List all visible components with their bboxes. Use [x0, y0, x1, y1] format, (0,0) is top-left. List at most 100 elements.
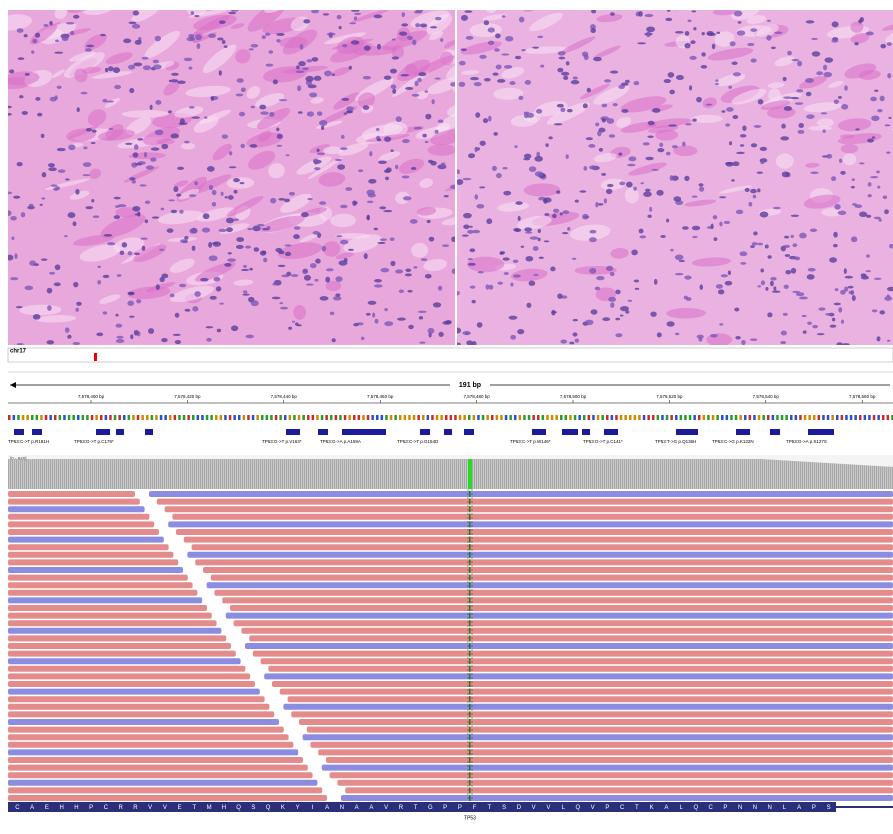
nucleus	[402, 12, 405, 17]
coverage-bar	[488, 459, 490, 489]
nucleus	[538, 229, 541, 233]
coverage-bar	[630, 459, 632, 489]
base	[592, 415, 595, 420]
base	[758, 415, 761, 420]
coverage-bar	[28, 459, 30, 489]
coverage-bar	[600, 459, 602, 489]
base	[767, 415, 770, 420]
nucleus	[206, 338, 211, 342]
nucleus	[609, 134, 615, 138]
coverage-bar	[866, 465, 868, 489]
coverage-bar	[880, 466, 882, 489]
nucleus	[803, 330, 807, 333]
coverage-bar	[346, 459, 348, 489]
nucleus	[379, 206, 386, 209]
base	[206, 415, 209, 420]
nucleus	[48, 163, 55, 167]
coverage-bar	[32, 459, 34, 489]
nucleus	[649, 207, 652, 212]
coverage-bar	[398, 459, 400, 489]
coverage-bar	[684, 459, 686, 489]
coverage-bar	[404, 459, 406, 489]
nucleus	[515, 228, 522, 232]
variant-block	[32, 429, 42, 435]
coverage-bar	[440, 459, 442, 489]
nucleus	[812, 51, 820, 56]
nucleus	[363, 105, 370, 110]
nucleus	[866, 32, 874, 36]
nucleus	[46, 340, 54, 344]
coverage-bar	[644, 459, 646, 489]
nucleus	[732, 61, 738, 65]
base	[192, 415, 195, 420]
nucleus	[810, 229, 817, 232]
nucleus	[435, 17, 442, 20]
nucleus	[115, 205, 120, 208]
nucleus	[425, 114, 431, 120]
nucleus	[143, 65, 151, 70]
mismatch	[469, 689, 471, 695]
nucleus	[55, 39, 59, 42]
coverage-bar	[558, 459, 560, 489]
coverage-bar	[806, 462, 808, 489]
nucleus	[721, 274, 728, 277]
coverage-bar	[166, 459, 168, 489]
base	[468, 415, 471, 420]
nucleus	[5, 113, 12, 116]
nucleus	[252, 226, 260, 232]
variant-block	[318, 429, 328, 435]
nucleus	[841, 104, 848, 110]
coverage-bar	[330, 459, 332, 489]
nucleus	[626, 182, 633, 188]
nucleus	[413, 266, 417, 269]
nucleus	[337, 164, 345, 170]
nucleus	[288, 327, 292, 330]
coverage-bar	[410, 459, 412, 489]
read	[207, 582, 893, 588]
nucleus	[294, 226, 301, 229]
nucleus	[185, 309, 191, 312]
coverage-bar	[150, 459, 152, 489]
coverage-bar	[218, 459, 220, 489]
nucleus	[844, 268, 847, 274]
amino-acid: F	[473, 805, 477, 811]
nucleus	[132, 180, 137, 184]
coverage-bar	[786, 461, 788, 489]
nucleus	[407, 36, 413, 40]
base	[496, 415, 499, 420]
nucleus	[787, 51, 792, 56]
base	[712, 415, 715, 420]
nucleus	[227, 258, 236, 261]
coverage-bar	[506, 459, 508, 489]
nucleus	[773, 207, 781, 210]
coverage-bar	[142, 459, 144, 489]
nucleus	[384, 321, 393, 326]
read	[8, 590, 197, 596]
nucleus	[707, 33, 716, 36]
coverage-bar	[98, 459, 100, 489]
base	[546, 415, 549, 420]
coverage-bar	[68, 459, 70, 489]
coverage-bar	[840, 464, 842, 489]
nucleus	[212, 202, 216, 207]
read	[330, 772, 893, 778]
base	[657, 415, 660, 420]
nucleus	[587, 88, 591, 93]
coverage-bar	[52, 459, 54, 489]
coverage-bar	[70, 459, 72, 489]
base	[624, 415, 627, 420]
nucleus	[851, 236, 857, 242]
nucleus	[582, 52, 588, 57]
nucleus	[500, 251, 506, 254]
nucleus	[340, 240, 348, 245]
coverage-bar	[666, 459, 668, 489]
nucleus	[459, 82, 466, 87]
nucleus	[716, 284, 723, 289]
nucleus	[296, 70, 305, 73]
coverage-bar	[90, 459, 92, 489]
nucleus	[589, 237, 597, 242]
read	[8, 643, 231, 649]
read	[8, 605, 207, 611]
read	[283, 704, 893, 710]
nucleus	[496, 64, 502, 69]
